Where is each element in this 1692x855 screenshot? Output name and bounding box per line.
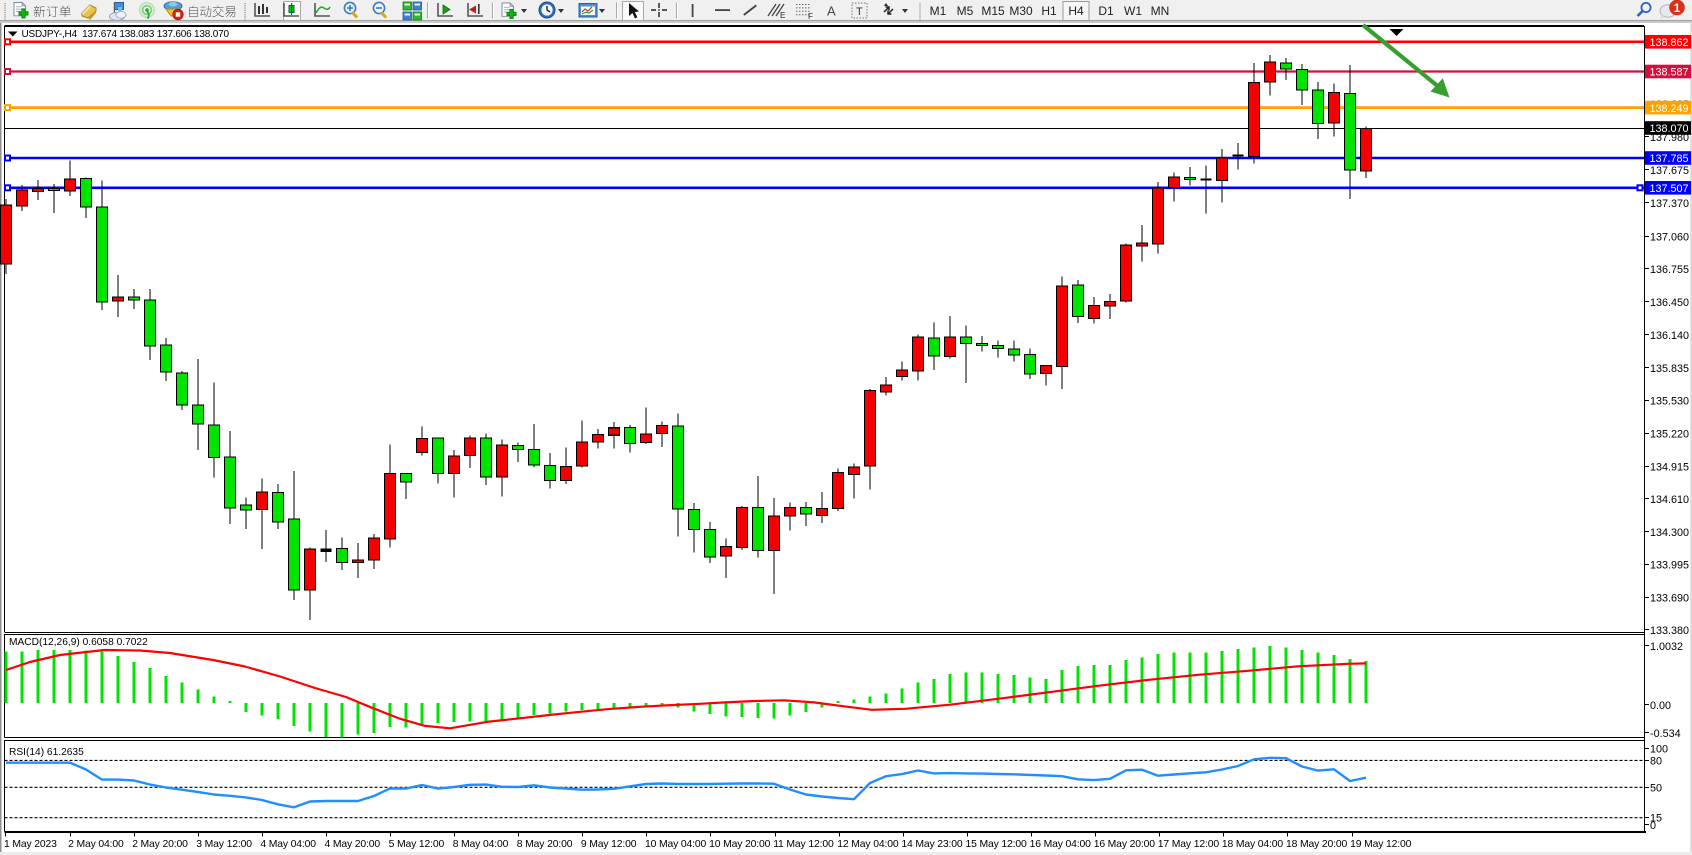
svg-text:15: 15 [1650,813,1662,825]
svg-text:H1: H1 [1041,4,1057,18]
svg-text:A: A [827,4,836,19]
svg-text:134.915: 134.915 [1650,462,1689,474]
svg-text:0: 0 [1650,820,1656,832]
svg-text:50: 50 [1650,782,1662,794]
svg-text:17 May 12:00: 17 May 12:00 [1158,839,1220,850]
svg-text:135.530: 135.530 [1650,396,1689,408]
svg-text:8 May 04:00: 8 May 04:00 [453,839,509,850]
svg-text:0.00: 0.00 [1650,700,1671,712]
svg-text:4 May 04:00: 4 May 04:00 [260,839,316,850]
svg-text:138.862: 138.862 [1650,37,1689,49]
svg-text:16 May 04:00: 16 May 04:00 [1030,839,1092,850]
svg-text:137.507: 137.507 [1650,183,1689,195]
svg-text:9 May 12:00: 9 May 12:00 [581,839,637,850]
svg-text:133.995: 133.995 [1650,560,1689,572]
svg-text:3 May 12:00: 3 May 12:00 [196,839,252,850]
svg-text:14 May 23:00: 14 May 23:00 [901,839,963,850]
svg-text:E: E [780,11,785,20]
svg-text:2 May 20:00: 2 May 20:00 [132,839,188,850]
svg-text:137.980: 137.980 [1650,132,1689,144]
svg-text:4 May 20:00: 4 May 20:00 [325,839,381,850]
svg-text:10 May 04:00: 10 May 04:00 [645,839,707,850]
svg-text:138.249: 138.249 [1650,103,1689,115]
svg-text:1: 1 [1674,1,1681,15]
svg-text:-0.534: -0.534 [1650,728,1681,740]
svg-text:W1: W1 [1124,4,1142,18]
svg-text:5 May 12:00: 5 May 12:00 [389,839,445,850]
svg-text:2 May 04:00: 2 May 04:00 [68,839,124,850]
svg-text:1.0032: 1.0032 [1650,641,1683,653]
svg-text:100: 100 [1650,744,1668,756]
svg-text:18 May 04:00: 18 May 04:00 [1222,839,1284,850]
svg-text:135.835: 135.835 [1650,363,1689,375]
svg-text:134.300: 134.300 [1650,527,1689,539]
svg-text:134.610: 134.610 [1650,494,1689,506]
svg-text:1 May 2023: 1 May 2023 [4,839,57,850]
svg-text:133.690: 133.690 [1650,593,1689,605]
svg-text:M5: M5 [957,4,974,18]
svg-text:10 May 20:00: 10 May 20:00 [709,839,771,850]
svg-text:MN: MN [1151,4,1170,18]
svg-text:16 May 20:00: 16 May 20:00 [1094,839,1156,850]
svg-text:USDJPY-,H4 137.674 138.083 13: USDJPY-,H4 137.674 138.083 137.606 138.0… [22,29,230,40]
svg-text:137.675: 137.675 [1650,165,1689,177]
svg-text:136.450: 136.450 [1650,297,1689,309]
svg-text:M30: M30 [1009,4,1033,18]
svg-text:80: 80 [1650,755,1662,767]
svg-text:D1: D1 [1098,4,1114,18]
svg-text:H4: H4 [1068,4,1084,18]
svg-text:137.785: 137.785 [1650,153,1689,165]
svg-text:137.060: 137.060 [1650,232,1689,244]
svg-text:138.070: 138.070 [1650,123,1689,135]
svg-text:136.140: 136.140 [1650,330,1689,342]
svg-text:133.380: 133.380 [1650,625,1689,637]
svg-text:M1: M1 [930,4,947,18]
svg-text:15 May 12:00: 15 May 12:00 [966,839,1028,850]
svg-text:19 May 12:00: 19 May 12:00 [1350,839,1412,850]
svg-text:12 May 04:00: 12 May 04:00 [837,839,899,850]
svg-text:M15: M15 [981,4,1005,18]
svg-text:137.370: 137.370 [1650,198,1689,210]
svg-text:RSI(14) 61.2635: RSI(14) 61.2635 [9,747,84,758]
svg-text:138.587: 138.587 [1650,67,1689,79]
svg-text:136.755: 136.755 [1650,264,1689,276]
svg-text:8 May 20:00: 8 May 20:00 [517,839,573,850]
svg-text:11 May 12:00: 11 May 12:00 [773,839,834,850]
svg-text:135.220: 135.220 [1650,429,1689,441]
svg-text:MACD(12,26,9) 0.6058 0.7022: MACD(12,26,9) 0.6058 0.7022 [9,637,148,648]
svg-text:F: F [808,12,813,21]
svg-text:18 May 20:00: 18 May 20:00 [1286,839,1348,850]
svg-text:T: T [856,6,863,18]
